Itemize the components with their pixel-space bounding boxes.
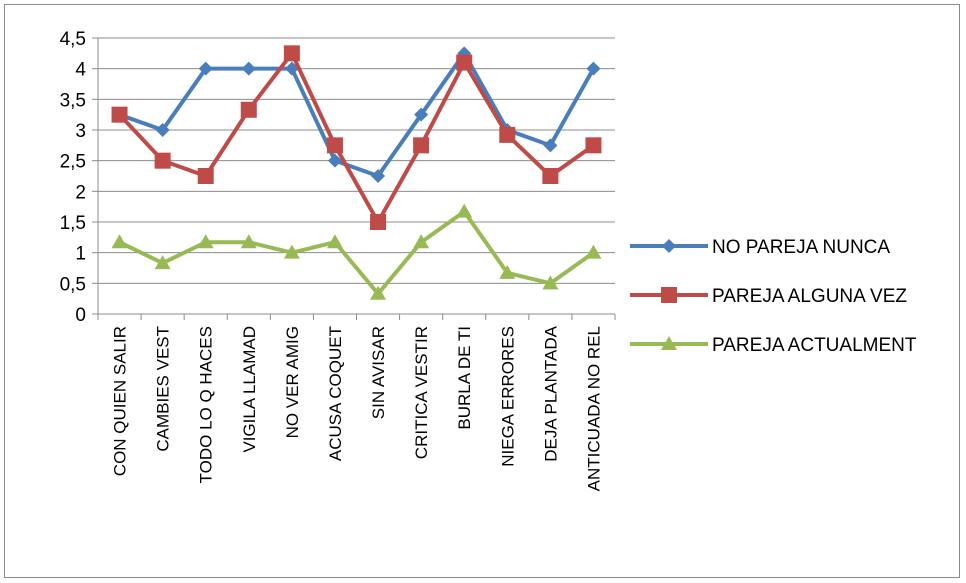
data-point <box>456 54 473 71</box>
x-category-label: NO VER AMIG <box>283 326 302 438</box>
data-point <box>240 234 257 249</box>
gridlines <box>98 37 615 284</box>
y-tick-label: 2,5 <box>60 152 86 173</box>
diamond-marker <box>662 239 676 253</box>
x-category-label: NIEGA ERRORES <box>498 326 517 467</box>
y-tick-label: 3 <box>75 121 86 142</box>
data-point <box>197 234 214 249</box>
data-point <box>283 45 300 62</box>
data-point <box>586 61 601 76</box>
axes <box>92 37 616 320</box>
data-point <box>371 169 386 183</box>
data-point <box>499 264 516 279</box>
data-point <box>543 138 558 153</box>
x-category-label: DEJA PLANTADA <box>541 325 560 461</box>
data-point <box>370 285 387 300</box>
series-line <box>117 51 596 224</box>
data-point <box>414 107 429 122</box>
data-point <box>240 101 257 118</box>
legend-entry: NO PAREJA NUNCA <box>630 237 890 258</box>
x-category-label: ANTICUADA NO REL <box>584 326 603 491</box>
legend-label: NO PAREJA NUNCA <box>712 237 890 258</box>
legend-label: PAREJA ACTUALMENT <box>712 335 917 356</box>
y-tick-label: 1,5 <box>60 213 86 234</box>
y-tick-label: 2 <box>75 182 86 203</box>
data-point <box>585 244 602 259</box>
data-point <box>327 153 342 168</box>
x-category-label: CAMBIES VEST <box>154 326 173 452</box>
data-point <box>585 137 602 154</box>
series-1 <box>112 46 601 183</box>
triangle-marker <box>661 336 677 350</box>
y-axis-ticks: 0 0,5 1 1,5 2 2,5 3 3,5 4 4,5 <box>60 29 87 326</box>
data-point <box>326 137 343 154</box>
y-tick-label: 0 <box>75 305 86 326</box>
data-point <box>542 168 559 184</box>
legend: NO PAREJA NUNCA PAREJA ALGUNA VEZ PAREJA A… <box>630 237 917 356</box>
data-point <box>197 168 214 184</box>
data-point <box>413 137 430 154</box>
data-point <box>326 234 343 249</box>
y-tick-label: 0,5 <box>60 274 86 295</box>
legend-label: PAREJA ALGUNA VEZ <box>712 286 907 307</box>
series-2 <box>111 45 602 230</box>
data-point <box>370 214 387 230</box>
x-category-label: TODO LO Q HACES <box>197 326 216 483</box>
x-axis-ticks: CON QUIEN SALIR CAMBIES VEST TODO LO Q HAC… <box>111 325 604 491</box>
data-point <box>155 123 170 137</box>
x-category-label: SIN AVISAR <box>369 326 388 419</box>
y-tick-label: 3,5 <box>60 90 86 111</box>
series-group <box>111 45 602 300</box>
data-point <box>284 61 299 76</box>
data-point <box>241 61 256 76</box>
data-point <box>542 275 559 290</box>
x-category-label: ACUSA COQUET <box>326 326 345 461</box>
x-category-label: CRITICA VESTIR <box>412 326 431 459</box>
series-3 <box>111 203 602 300</box>
data-point <box>154 255 171 270</box>
square-marker <box>661 287 677 303</box>
data-point <box>198 61 213 76</box>
x-category-label: CON QUIEN SALIR <box>111 326 130 476</box>
series-line <box>117 209 596 296</box>
legend-entry: PAREJA ACTUALMENT <box>630 335 917 356</box>
data-point <box>111 234 128 249</box>
data-point <box>499 126 516 143</box>
data-point <box>283 244 300 259</box>
data-point <box>456 203 473 218</box>
y-tick-label: 4,5 <box>60 29 86 50</box>
series-line <box>117 51 596 178</box>
x-category-label: VIGILA LLAMAD <box>240 326 259 453</box>
data-point <box>413 234 430 249</box>
data-point <box>154 152 171 169</box>
y-tick-label: 4 <box>75 60 86 81</box>
data-point <box>111 106 128 123</box>
y-tick-label: 1 <box>75 244 86 265</box>
legend-entry: PAREJA ALGUNA VEZ <box>630 286 907 307</box>
x-category-label: BURLA DE TI <box>455 326 474 430</box>
